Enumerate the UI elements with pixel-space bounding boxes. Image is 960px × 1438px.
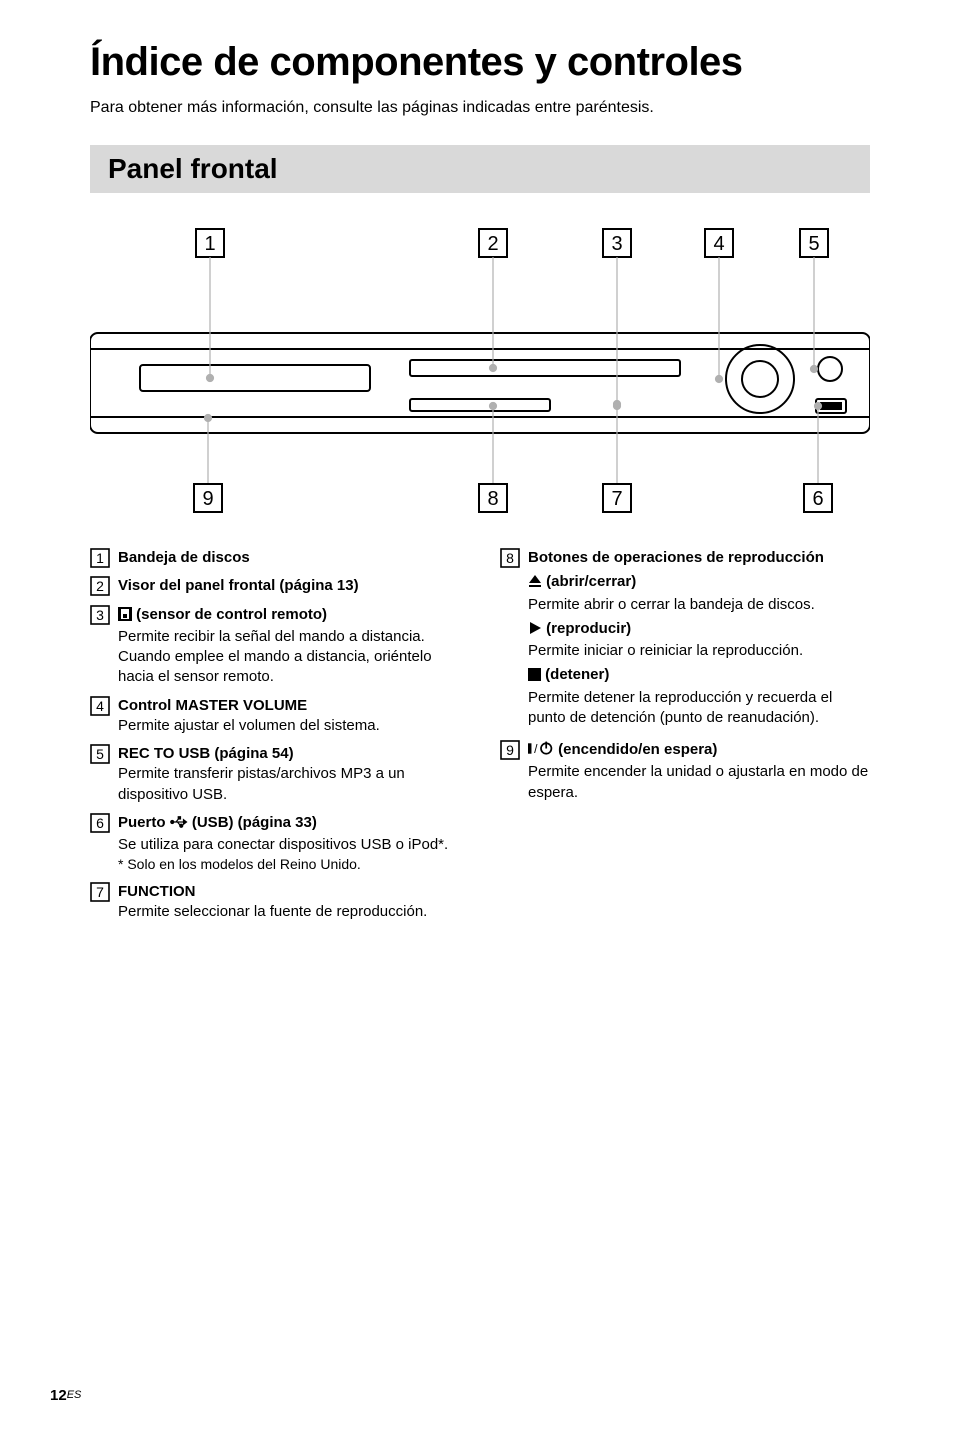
item-desc: Permite seleccionar la fuente de reprodu… xyxy=(118,902,460,922)
item-title: REC TO USB (página 54) xyxy=(118,744,460,764)
number-marker: 7 xyxy=(90,882,118,902)
item-desc: Permite detener la reproducción y recuer… xyxy=(528,688,870,729)
list-item: 8 Botones de operaciones de reproducción… xyxy=(500,548,870,732)
number-marker: 4 xyxy=(90,696,118,716)
number-marker: 9 xyxy=(500,740,528,760)
item-desc: Permite recibir la señal del mando a dis… xyxy=(118,627,460,688)
sub-item: (abrir/cerrar) Permite abrir o cerrar la… xyxy=(528,572,870,615)
item-title: / (encendido/en espera) xyxy=(528,740,870,762)
list-item: 9 / (encendido/en espera)Permite encende… xyxy=(500,740,870,803)
svg-text:4: 4 xyxy=(96,698,104,714)
power-icon: / xyxy=(528,741,554,762)
svg-text:4: 4 xyxy=(713,233,724,255)
svg-text:7: 7 xyxy=(611,488,622,510)
item-desc: Permite encender la unidad o ajustarla e… xyxy=(528,762,870,803)
eject-icon xyxy=(528,574,542,594)
svg-text:1: 1 xyxy=(204,233,215,255)
item-title: Control MASTER VOLUME xyxy=(118,696,460,716)
number-marker: 8 xyxy=(500,548,528,568)
number-marker: 6 xyxy=(90,813,118,833)
list-item: 6 Puerto (USB) (página 33) Se utiliza pa… xyxy=(90,813,460,874)
item-desc: Permite ajustar el volumen del sistema. xyxy=(118,716,460,736)
left-column: 1 Bandeja de discos 2 Visor del panel fr… xyxy=(90,548,460,931)
svg-text:3: 3 xyxy=(611,233,622,255)
page-title: Índice de componentes y controles xyxy=(90,40,870,85)
svg-text:5: 5 xyxy=(96,746,104,762)
svg-text:9: 9 xyxy=(506,742,514,758)
svg-text:/: / xyxy=(534,742,538,756)
number-marker: 5 xyxy=(90,744,118,764)
svg-text:2: 2 xyxy=(487,233,498,255)
item-desc: Permite abrir o cerrar la bandeja de dis… xyxy=(528,595,870,615)
number-marker: 3 xyxy=(90,605,118,625)
svg-text:9: 9 xyxy=(202,488,213,510)
list-item: 1 Bandeja de discos xyxy=(90,548,460,568)
play-icon xyxy=(528,621,542,641)
section-header: Panel frontal xyxy=(90,145,870,193)
usb-icon xyxy=(170,815,188,835)
number-marker: 2 xyxy=(90,576,118,596)
remote-icon xyxy=(118,607,132,627)
footnote: * Solo en los modelos del Reino Unido. xyxy=(118,855,460,874)
svg-text:7: 7 xyxy=(96,884,104,900)
svg-text:2: 2 xyxy=(96,578,104,594)
list-item: 2 Visor del panel frontal (página 13) xyxy=(90,576,460,596)
item-title: FUNCTION xyxy=(118,882,460,902)
item-desc: Se utiliza para conectar dispositivos US… xyxy=(118,835,460,855)
item-desc: Permite transferir pistas/archivos MP3 a… xyxy=(118,764,460,805)
svg-text:3: 3 xyxy=(96,607,104,623)
item-desc: Permite iniciar o reiniciar la reproducc… xyxy=(528,641,870,661)
right-column: 8 Botones de operaciones de reproducción… xyxy=(500,548,870,931)
front-panel-diagram: 1 2 3 4 5 9 8 7 6 xyxy=(90,223,870,523)
sub-item: (reproducir) Permite iniciar o reiniciar… xyxy=(528,619,870,662)
item-title: Bandeja de discos xyxy=(118,548,460,568)
sub-item: (detener) Permite detener la reproducció… xyxy=(528,665,870,728)
item-title: Puerto (USB) (página 33) xyxy=(118,813,460,835)
svg-text:8: 8 xyxy=(487,488,498,510)
list-item: 7 FUNCTION Permite seleccionar la fuente… xyxy=(90,882,460,923)
item-title: (sensor de control remoto) xyxy=(118,605,460,627)
svg-text:1: 1 xyxy=(96,550,104,566)
reference-note: Para obtener más información, consulte l… xyxy=(90,99,870,117)
item-title: Visor del panel frontal (página 13) xyxy=(118,576,460,596)
page-number: 12ES xyxy=(50,1387,81,1404)
list-item: 3 (sensor de control remoto) Permite rec… xyxy=(90,605,460,688)
item-title: Botones de operaciones de reproducción xyxy=(528,548,870,568)
number-marker: 1 xyxy=(90,548,118,568)
list-item: 5 REC TO USB (página 54) Permite transfe… xyxy=(90,744,460,805)
svg-text:5: 5 xyxy=(808,233,819,255)
svg-text:6: 6 xyxy=(96,815,104,831)
stop-icon xyxy=(528,667,541,687)
svg-text:8: 8 xyxy=(506,550,514,566)
list-item: 4 Control MASTER VOLUME Permite ajustar … xyxy=(90,696,460,737)
svg-text:6: 6 xyxy=(812,488,823,510)
